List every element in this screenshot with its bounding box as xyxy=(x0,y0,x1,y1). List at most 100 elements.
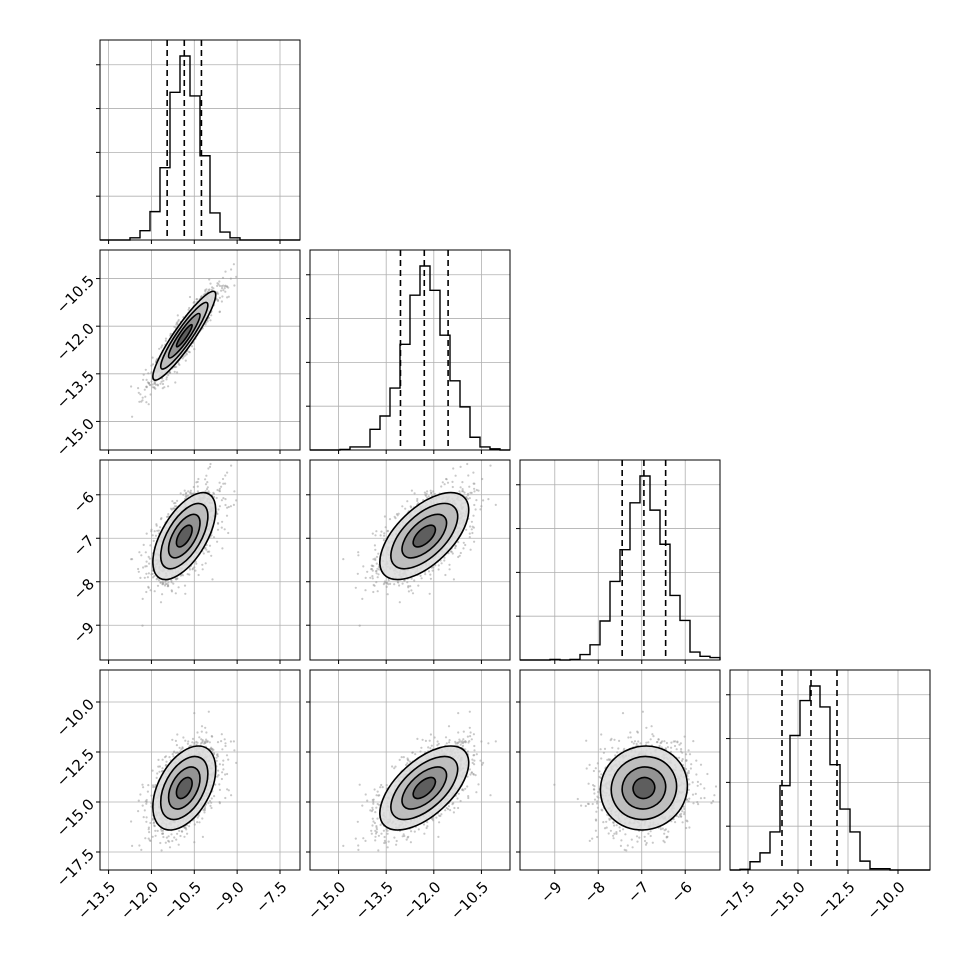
sample-point xyxy=(428,592,431,595)
sample-point xyxy=(385,585,388,589)
sample-point xyxy=(426,490,429,493)
sample-point xyxy=(221,477,225,481)
sample-point xyxy=(162,581,165,584)
sample-point xyxy=(389,582,392,586)
sample-point xyxy=(473,503,476,507)
sample-point xyxy=(160,346,163,349)
sample-point xyxy=(361,597,364,601)
sample-point xyxy=(227,505,230,509)
sample-point xyxy=(154,534,158,537)
sample-point xyxy=(165,376,168,379)
sample-point xyxy=(144,551,147,554)
sample-point xyxy=(204,290,207,293)
sample-point xyxy=(148,562,151,565)
sample-point xyxy=(462,541,465,544)
sample-point xyxy=(232,503,235,506)
sample-point xyxy=(357,551,360,554)
sample-point xyxy=(184,359,187,362)
sample-point xyxy=(139,393,142,396)
sample-point xyxy=(489,464,492,467)
sample-point xyxy=(173,505,176,508)
sample-point xyxy=(147,372,150,375)
sample-point xyxy=(218,505,221,508)
sample-point xyxy=(147,403,150,406)
sample-point xyxy=(371,575,374,578)
sample-point xyxy=(209,462,212,466)
sample-point xyxy=(230,464,233,467)
sample-point xyxy=(207,490,210,493)
sample-point xyxy=(404,507,407,510)
sample-point xyxy=(410,589,413,592)
sample-point xyxy=(155,578,158,581)
sample-point xyxy=(130,558,133,561)
sample-point xyxy=(188,295,192,299)
sample-point xyxy=(221,520,224,523)
sample-point xyxy=(165,515,169,519)
sample-point xyxy=(232,263,235,266)
sample-point xyxy=(201,817,204,820)
sample-point xyxy=(174,577,177,580)
sample-point xyxy=(375,569,378,572)
sample-point xyxy=(446,481,450,484)
sample-point xyxy=(475,488,478,492)
sample-point xyxy=(170,579,173,582)
sample-point xyxy=(151,356,154,359)
sample-point xyxy=(204,562,207,565)
sample-point xyxy=(413,492,416,495)
sample-point xyxy=(195,562,198,565)
sample-point xyxy=(147,572,150,575)
y-tick-label: −12.0 xyxy=(53,319,98,364)
sample-point xyxy=(147,586,150,589)
sample-point xyxy=(153,590,156,593)
sample-point xyxy=(397,581,400,584)
sample-point xyxy=(221,295,224,298)
sample-point xyxy=(161,382,165,386)
sample-point xyxy=(430,491,433,495)
sample-point xyxy=(479,508,482,511)
sample-point xyxy=(235,275,238,278)
sample-point xyxy=(174,381,177,384)
sample-point xyxy=(130,385,133,388)
sample-point xyxy=(459,486,462,489)
sample-point xyxy=(216,540,219,543)
sample-point xyxy=(427,570,431,573)
panel-3-0: −17.5−15.0−12.5−10.0−13.5−12.0−10.5 −9.0−… xyxy=(53,669,301,923)
sample-point xyxy=(176,371,179,374)
sample-point xyxy=(220,300,223,303)
y-tick-label: −9 xyxy=(70,618,98,646)
sample-point xyxy=(473,540,476,543)
sample-point xyxy=(149,589,152,592)
sample-point xyxy=(137,387,140,390)
sample-point xyxy=(172,507,175,510)
sample-point xyxy=(216,291,219,294)
sample-point xyxy=(176,499,179,502)
sample-point xyxy=(470,520,473,523)
sample-point xyxy=(186,573,189,576)
sample-point xyxy=(185,494,188,497)
sample-point xyxy=(429,573,432,576)
sample-point xyxy=(210,554,213,557)
sample-point xyxy=(387,583,390,586)
sample-point xyxy=(235,499,238,502)
y-tick-label: −8 xyxy=(70,575,98,603)
sample-point xyxy=(375,572,378,575)
sample-point xyxy=(196,485,199,488)
sample-point xyxy=(142,566,145,569)
panel-0-0 xyxy=(96,39,301,244)
sample-point xyxy=(183,584,187,587)
sample-point xyxy=(376,567,379,570)
sample-point xyxy=(192,485,195,489)
sample-point xyxy=(382,539,385,542)
sample-point xyxy=(167,374,170,377)
sample-point xyxy=(205,488,209,491)
sample-point xyxy=(464,543,467,547)
sample-point xyxy=(224,285,227,288)
sample-point xyxy=(372,565,375,568)
sample-point xyxy=(223,528,226,531)
sample-point xyxy=(216,282,219,285)
sample-point xyxy=(156,384,160,387)
sample-point xyxy=(445,477,448,481)
sample-point xyxy=(383,534,386,537)
sample-point xyxy=(184,592,187,595)
sample-point xyxy=(386,593,389,596)
